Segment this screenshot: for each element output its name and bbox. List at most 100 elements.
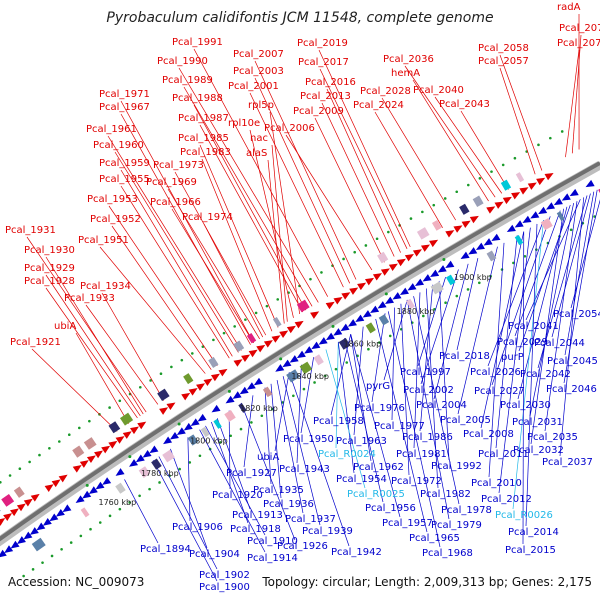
leader-line (45, 287, 138, 419)
gene-label: Pcal_1943 (279, 464, 330, 475)
leader-line (525, 223, 538, 527)
scale-label: 1820 kbp (240, 404, 278, 413)
reverse-gene-arrow (88, 486, 98, 494)
gene-label: Pcal_1967 (99, 102, 150, 113)
gene-label: Pcal_2006 (264, 123, 315, 134)
gene-label: Pcal_1931 (5, 225, 56, 236)
cog-block-inner (556, 211, 565, 222)
forward-gene-arrow (72, 464, 82, 473)
gene-label: Pcal_1934 (80, 281, 131, 292)
gc-dot-outer (490, 170, 493, 173)
reverse-gene-arrow (468, 247, 478, 255)
gc-dot-outer (212, 338, 215, 342)
reverse-gene-arrow (225, 395, 235, 404)
reverse-gene-arrow (232, 391, 242, 399)
gene-label: Pcal_1981 (396, 449, 447, 460)
reverse-gene-arrow (569, 188, 579, 197)
reverse-gene-arrow (211, 404, 221, 413)
accession-text: Accession: NC_009073 (8, 575, 144, 589)
gc-dot-inner (313, 381, 316, 384)
gene-label: Pcal_2046 (546, 384, 597, 395)
forward-gene-arrow (544, 173, 554, 181)
cog-block-inner (299, 361, 313, 375)
gene-label: Pcal_1902 (199, 570, 250, 581)
reverse-gene-arrow (483, 238, 493, 246)
reverse-gene-arrow (115, 468, 125, 476)
cog-block-outer (108, 421, 121, 434)
leader-line (518, 204, 571, 352)
gc-dot-outer (364, 244, 368, 247)
gene-label: Pcal_1926 (277, 541, 328, 552)
leader-line (544, 201, 578, 432)
reverse-gene-arrow (275, 364, 285, 372)
reverse-gene-arrow (333, 328, 343, 336)
forward-gene-arrow (502, 196, 512, 205)
scale-tick (331, 324, 335, 328)
gene-label: Pcal_2054 (553, 309, 600, 320)
leader-line (101, 292, 165, 401)
gene-label: Pcal_1991 (172, 37, 223, 48)
cog-block-inner (200, 426, 210, 438)
forward-gene-arrow (44, 484, 54, 492)
forward-gene-arrow (453, 225, 463, 233)
leader-line (203, 223, 264, 338)
genome-backbone (0, 161, 600, 547)
scale-tick (128, 455, 132, 459)
forward-gene-arrow (494, 201, 504, 209)
gene-label: Pcal_2001 (228, 81, 279, 92)
scale-tick (227, 389, 231, 393)
gc-dot-inner (367, 347, 370, 351)
gc-dot-inner (69, 541, 73, 544)
gc-dot-inner (50, 554, 54, 558)
cog-block-outer (377, 251, 389, 264)
leader-line (120, 100, 254, 343)
gene-label: Pcal_1951 (78, 235, 129, 246)
reverse-gene-arrow (340, 323, 350, 332)
forward-gene-arrow (294, 320, 304, 329)
gc-dot-outer (244, 318, 247, 321)
forward-gene-arrow (241, 354, 251, 363)
gene-label: Pcal_1987 (178, 113, 229, 124)
gc-dot-inner (229, 434, 232, 438)
gc-dot-outer (0, 481, 2, 484)
gc-dot-outer (353, 250, 356, 254)
leader-line (371, 313, 386, 403)
leader-line (124, 479, 159, 544)
leader-line (412, 79, 489, 202)
forward-gene-arrow (469, 215, 479, 224)
leader-line (120, 169, 233, 357)
gene-label: Pcal_2032 (513, 445, 564, 456)
cog-block-outer (119, 412, 134, 426)
leader-line (174, 171, 267, 336)
gene-label: Pcal_2005 (440, 415, 491, 426)
reverse-gene-arrow (545, 202, 556, 210)
gene-label: Pcal_1929 (24, 263, 75, 274)
gene-label: Pcal_1976 (354, 403, 405, 414)
gc-dot-outer (443, 197, 447, 200)
cog-block-inner (115, 482, 126, 494)
leader-line (417, 277, 446, 367)
gene-label: Pcal_2010 (471, 478, 522, 489)
gc-dot-outer (320, 271, 323, 274)
reverse-gene-arrow (399, 287, 409, 296)
forward-gene-arrow (310, 311, 320, 319)
gene-label: Pcal_1972 (391, 476, 442, 487)
cog-block-outer (272, 317, 282, 328)
reverse-gene-arrow (384, 296, 395, 305)
forward-gene-arrow (108, 440, 118, 449)
gene-label: Pcal_2043 (439, 99, 490, 110)
leader-line (243, 395, 254, 468)
cog-block-outer (83, 437, 97, 450)
gene-label: Pcal_R0025 (347, 489, 405, 500)
gc-dot-inner (22, 574, 25, 578)
gene-label: Pcal_1974 (182, 212, 233, 223)
gc-dot-outer (67, 433, 71, 437)
gc-dot-outer (108, 406, 111, 409)
forward-gene-arrow (0, 517, 6, 526)
leader-line (551, 193, 591, 338)
leader-line (522, 231, 525, 545)
forward-gene-arrow (188, 388, 198, 396)
gene-label: ubiA (257, 452, 279, 463)
cog-block-inner (238, 402, 247, 413)
leader-line (530, 208, 564, 445)
